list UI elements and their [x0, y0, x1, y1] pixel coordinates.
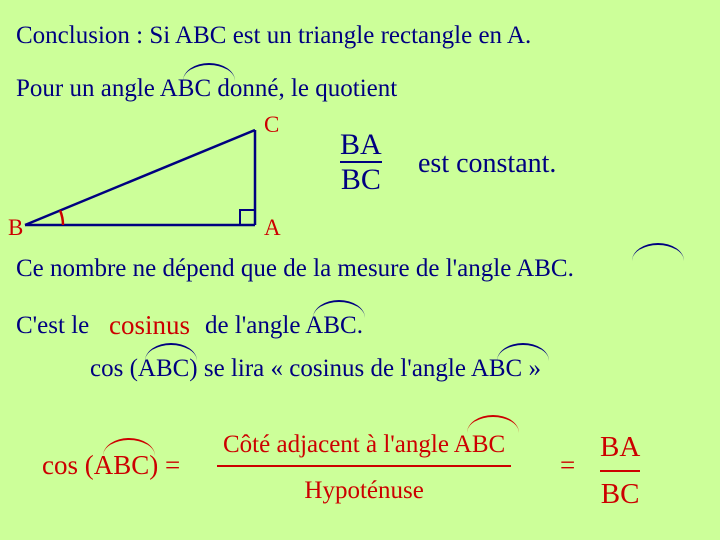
fraction-ba-bc: BA BC	[340, 128, 382, 196]
frac-den-bc: BC	[340, 161, 382, 196]
vertex-A: A	[264, 215, 281, 241]
est-constant: est constant.	[418, 148, 556, 180]
final-num: BA	[600, 425, 640, 470]
cosinus-word: cosinus	[109, 310, 190, 341]
depend-line: Ce nombre ne dépend que de la mesure de …	[16, 255, 574, 283]
triangle-diagram	[0, 0, 300, 260]
arc-abc-3	[313, 300, 365, 318]
arc-abc-adj	[467, 415, 519, 433]
hyp-label: Hypoténuse	[217, 465, 511, 511]
formula-fraction: Côté adjacent à l'angle ABC Hypoténuse	[217, 425, 511, 511]
vertex-C: C	[264, 112, 279, 138]
cest-le: C'est le	[16, 312, 89, 340]
vertex-B: B	[8, 215, 23, 241]
equals-2: =	[560, 450, 575, 481]
arc-abc-5	[497, 343, 549, 361]
final-den: BC	[600, 470, 640, 517]
arc-abc-cos	[103, 438, 155, 456]
frac-num-ba: BA	[340, 128, 382, 161]
arc-abc-4	[145, 343, 197, 361]
final-fraction: BA BC	[600, 425, 640, 517]
arc-abc-2	[632, 243, 684, 261]
